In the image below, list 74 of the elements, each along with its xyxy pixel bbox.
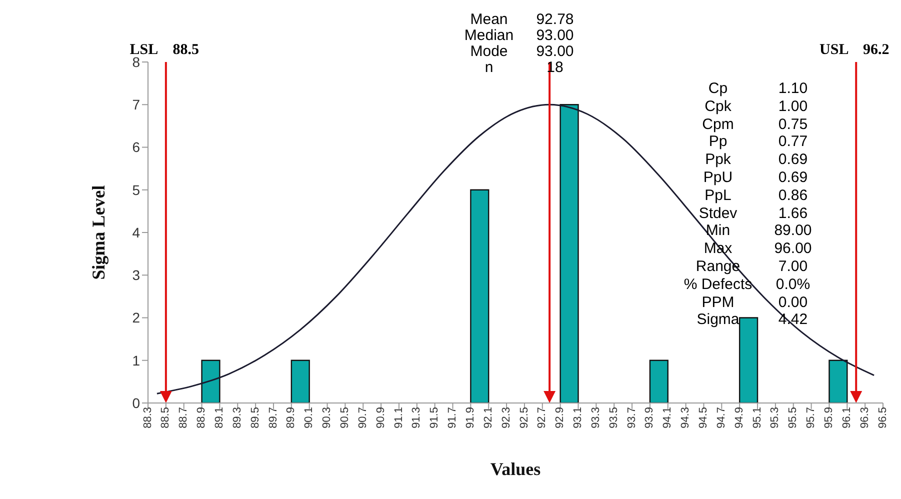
text: Median 93.00 <box>464 27 574 44</box>
y-tick-label: 2 <box>132 310 140 326</box>
x-tick-label: 92.3 <box>500 407 512 428</box>
text: PPM 0.00 <box>702 294 808 311</box>
x-tick-label: 90.9 <box>374 407 387 428</box>
text: Stdev 1.66 <box>698 204 808 222</box>
x-tick-label: 96.1 <box>840 407 853 428</box>
text: PpU 0.69 <box>703 168 808 186</box>
x-axis-title: Values <box>490 459 541 479</box>
text: Min 89.00 <box>706 222 812 240</box>
x-tick-label: 88.3 <box>142 407 154 428</box>
x-tick-label: 95.3 <box>769 407 782 428</box>
text: Ppk 0.69 <box>705 151 808 168</box>
bar <box>201 360 220 403</box>
text: Mode 93.00 <box>470 43 574 60</box>
x-tick-label: 95.9 <box>823 407 836 428</box>
x-tick-label: 93.9 <box>644 407 656 428</box>
y-tick-label: 4 <box>132 224 140 240</box>
x-tick-label: 94.7 <box>715 407 728 428</box>
x-tick-label: 93.7 <box>626 407 638 428</box>
y-tick-label: 1 <box>132 352 140 368</box>
bar <box>738 317 758 403</box>
x-tick-label: 96.3 <box>858 407 871 428</box>
x-tick-label: 93.5 <box>608 407 620 428</box>
y-tick-label: 0 <box>132 394 140 411</box>
x-tick-label: 92.9 <box>554 407 566 428</box>
x-tick-label: 90.1 <box>303 407 316 428</box>
x-tick-label: 89.5 <box>249 407 262 428</box>
x-tick-label: 88.5 <box>160 407 172 428</box>
x-tick-label: 93.3 <box>590 407 602 428</box>
x-tick-label: 95.7 <box>805 407 818 428</box>
x-tick-label: 89.9 <box>285 407 298 428</box>
y-tick-label: 5 <box>132 182 140 198</box>
text: Cpm 0.75 <box>702 116 808 133</box>
x-tick-label: 95.5 <box>787 407 800 428</box>
x-tick-label: 96.5 <box>876 407 889 428</box>
x-tick-label: 94.1 <box>662 407 674 428</box>
x-tick-label: 90.7 <box>356 407 369 428</box>
text: PpL 0.86 <box>704 186 808 204</box>
x-tick-label: 90.3 <box>321 407 334 428</box>
text: Mean 92.78 <box>470 11 574 28</box>
x-tick-label: 94.9 <box>733 407 746 428</box>
x-tick-label: 92.1 <box>482 407 494 428</box>
y-axis-title: Sigma Level <box>88 185 108 280</box>
bar <box>560 104 579 403</box>
x-tick-label: 90.5 <box>339 407 352 428</box>
bar <box>290 360 310 403</box>
y-tick-label: 6 <box>132 139 140 156</box>
text: Pp 0.77 <box>708 133 808 150</box>
text: Cp 1.10 <box>708 80 808 97</box>
bar <box>470 189 490 403</box>
x-tick-label: 89.1 <box>214 407 226 428</box>
x-tick-label: 94.3 <box>680 407 692 428</box>
x-tick-label: 92.7 <box>536 407 548 428</box>
y-tick-label: 3 <box>132 267 140 284</box>
x-tick-label: 88.7 <box>178 407 190 428</box>
x-tick-label: 94.5 <box>698 407 710 428</box>
x-tick-label: 92.5 <box>518 407 530 428</box>
x-tick-label: 91.1 <box>392 407 405 428</box>
bar <box>649 360 668 403</box>
ref-line-label: USL 96.2 <box>820 42 890 58</box>
text: Cpk 1.00 <box>704 98 808 115</box>
x-tick-label: 91.7 <box>446 407 459 428</box>
y-tick-label: 7 <box>132 96 140 113</box>
x-tick-label: 88.9 <box>196 407 208 428</box>
bar <box>828 360 848 403</box>
x-tick-label: 91.9 <box>464 407 476 428</box>
x-tick-label: 95.1 <box>751 407 764 428</box>
text: % Defects 0.0% <box>684 276 810 293</box>
x-tick-label: 89.7 <box>267 407 280 428</box>
x-tick-label: 91.5 <box>428 407 441 428</box>
x-tick-label: 89.3 <box>231 407 244 428</box>
x-tick-label: 91.3 <box>410 407 423 428</box>
x-tick-label: 93.1 <box>572 407 584 428</box>
